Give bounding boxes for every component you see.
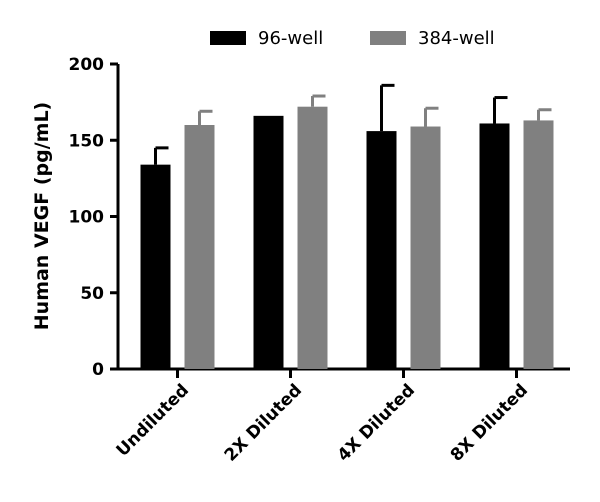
- bar-96-well-3: [479, 123, 510, 369]
- y-tick-label-150: 150: [69, 131, 105, 151]
- x-tick-label-3: 8X Diluted: [447, 380, 532, 465]
- y-tick-label-0: 0: [92, 360, 104, 380]
- legend-swatch-96-well: [210, 31, 246, 45]
- y-tick-label-50: 50: [80, 284, 104, 304]
- x-tick-label-0: Undiluted: [113, 380, 193, 460]
- bar-96-well-2: [366, 131, 397, 369]
- bar-384-well-0: [184, 125, 215, 369]
- bar-384-well-3: [523, 120, 554, 369]
- legend: 96-well 384-well: [210, 28, 495, 49]
- y-tick-label-200: 200: [69, 55, 105, 75]
- y-tick-label-100: 100: [69, 208, 105, 228]
- y-axis-label: Human VEGF (pg/mL): [31, 102, 53, 330]
- legend-swatch-384-well: [370, 31, 406, 45]
- plot-area: 0 50 100 150 200 Undiluted 2X Diluted 4X Dilute…: [69, 55, 570, 466]
- bar-96-well-0: [140, 164, 171, 369]
- x-tick-label-2: 4X Diluted: [334, 380, 419, 465]
- legend-label-384-well: 384-well: [418, 28, 495, 49]
- bar-384-well-2: [410, 126, 441, 370]
- bar-96-well-1: [253, 115, 284, 369]
- legend-label-96-well: 96-well: [258, 28, 323, 49]
- bar-384-well-1: [297, 106, 328, 369]
- x-tick-label-1: 2X Diluted: [221, 380, 306, 465]
